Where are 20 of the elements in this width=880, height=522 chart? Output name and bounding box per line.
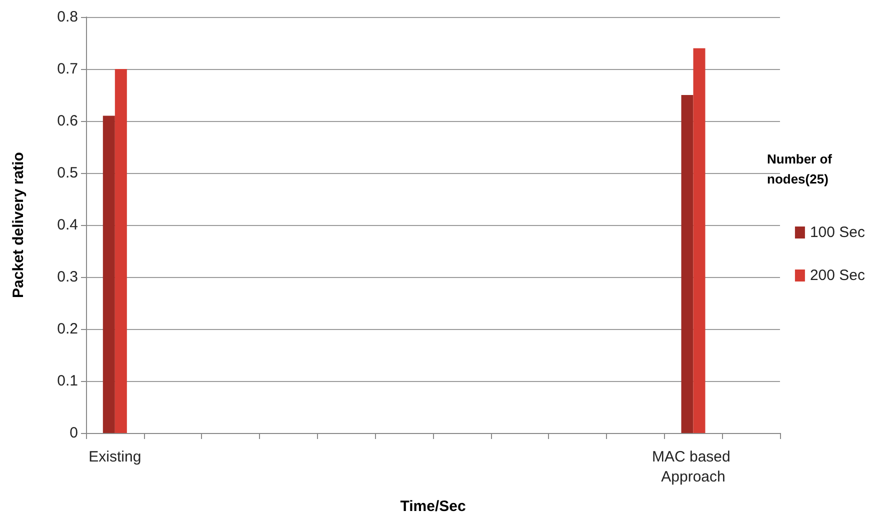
y-tick-label: 0.4 bbox=[57, 216, 78, 234]
y-tick-label: 0.8 bbox=[57, 8, 78, 26]
y-tick-label: 0.3 bbox=[57, 268, 78, 286]
bar bbox=[114, 69, 127, 433]
x-tick-label: MAC based Approach bbox=[652, 448, 735, 486]
y-tick-label: 0.7 bbox=[57, 60, 78, 78]
y-tick-label: 0.1 bbox=[57, 372, 78, 390]
y-tick-label: 0 bbox=[70, 424, 78, 442]
y-tick-label: 0.5 bbox=[57, 164, 78, 182]
x-axis-title: Time/Sec bbox=[400, 498, 466, 515]
bar bbox=[102, 116, 115, 433]
legend-label: 200 Sec bbox=[810, 267, 866, 284]
y-tick-label: 0.2 bbox=[57, 320, 78, 338]
legend-label: 100 Sec bbox=[810, 224, 866, 241]
y-tick-label: 0.6 bbox=[57, 112, 78, 130]
x-tick-label: Existing bbox=[88, 448, 142, 466]
legend-title: Number of nodes(25) bbox=[767, 152, 836, 186]
y-axis-title: Packet delivery ratio bbox=[10, 152, 27, 298]
bar bbox=[693, 48, 706, 433]
bar bbox=[681, 95, 694, 433]
